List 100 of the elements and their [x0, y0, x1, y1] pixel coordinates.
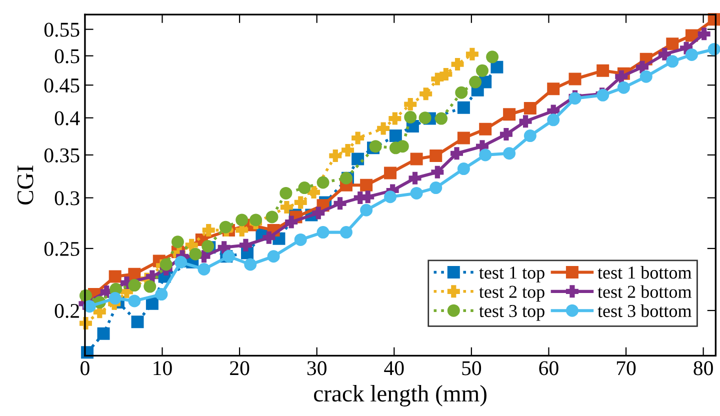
point — [479, 122, 492, 136]
point — [431, 72, 444, 86]
point — [329, 150, 342, 162]
point — [486, 50, 499, 64]
point — [128, 279, 141, 292]
point — [450, 147, 463, 160]
point — [131, 316, 144, 328]
y-tick-label: 0.25 — [44, 242, 80, 256]
point — [420, 88, 432, 100]
point — [280, 186, 292, 200]
x-tick-label: 40 — [384, 361, 404, 376]
point — [658, 48, 671, 60]
point — [617, 81, 630, 94]
point — [108, 270, 122, 283]
point — [97, 327, 110, 340]
point — [312, 206, 325, 220]
legend-label: test 2 top — [479, 286, 544, 302]
legend-label: test 1 bottom — [598, 266, 692, 279]
point — [83, 300, 96, 313]
point — [430, 150, 442, 162]
y-tick-label: 0.3 — [54, 191, 80, 206]
point — [666, 55, 679, 68]
point — [410, 186, 423, 200]
point — [128, 294, 141, 308]
legend-label: test 3 bottom — [598, 304, 692, 318]
point — [519, 115, 532, 128]
point — [596, 64, 610, 77]
point — [294, 196, 307, 209]
point — [340, 226, 352, 239]
point — [490, 60, 504, 74]
x-tick-label: 0 — [80, 361, 90, 376]
point — [334, 197, 346, 210]
point — [160, 258, 172, 271]
legend-label: test 2 bottom — [598, 285, 692, 298]
point — [640, 70, 652, 83]
point — [524, 130, 536, 142]
point — [362, 190, 374, 204]
point — [266, 210, 278, 224]
point — [108, 292, 122, 305]
point — [524, 102, 536, 115]
point — [388, 112, 402, 125]
point — [698, 28, 710, 40]
point — [384, 190, 397, 204]
x-tick-label: 30 — [307, 361, 326, 376]
point — [244, 258, 257, 271]
point — [377, 122, 390, 135]
point — [457, 132, 470, 144]
point — [431, 166, 444, 178]
y-tick-label: 0.5 — [54, 49, 80, 64]
point — [202, 224, 215, 236]
legend-label: test 1 top — [479, 266, 544, 282]
point — [298, 182, 311, 194]
point — [342, 144, 354, 156]
x-axis-title: crack length (mm) — [314, 384, 486, 406]
point — [308, 186, 320, 199]
point — [171, 236, 184, 248]
point — [404, 98, 417, 111]
point — [352, 152, 364, 166]
x-tick-label: 60 — [539, 361, 558, 376]
point — [285, 216, 298, 228]
point — [451, 58, 464, 71]
point — [408, 172, 422, 184]
y-axis-title: CGI — [17, 166, 34, 204]
point — [316, 176, 330, 189]
point — [352, 132, 364, 144]
point — [685, 29, 698, 42]
point — [410, 152, 423, 166]
y-tick-label: 0.45 — [44, 78, 80, 93]
point — [503, 147, 516, 160]
point — [219, 220, 232, 234]
point — [146, 297, 158, 310]
y-tick-label: 0.35 — [44, 148, 80, 162]
point — [457, 101, 470, 114]
point — [360, 178, 373, 192]
x-tick-label: 50 — [462, 361, 482, 376]
point — [316, 226, 330, 239]
point — [198, 263, 210, 276]
point — [685, 48, 698, 61]
point — [430, 182, 442, 194]
point — [262, 231, 276, 244]
point — [476, 64, 488, 77]
y-tick-label: 0.55 — [44, 22, 80, 37]
legend-label: test 3 top — [479, 304, 544, 321]
point — [174, 256, 188, 268]
point — [280, 200, 293, 214]
point — [440, 68, 452, 80]
point — [503, 108, 516, 121]
point — [469, 76, 482, 88]
point — [666, 38, 679, 50]
point — [155, 288, 168, 301]
point — [250, 214, 262, 226]
point — [418, 112, 432, 124]
point — [218, 241, 230, 254]
point — [236, 214, 248, 226]
point — [267, 250, 280, 263]
point — [360, 204, 373, 216]
point — [239, 238, 252, 252]
point — [615, 70, 628, 83]
x-tick-label: 20 — [230, 361, 250, 376]
point — [384, 166, 397, 180]
